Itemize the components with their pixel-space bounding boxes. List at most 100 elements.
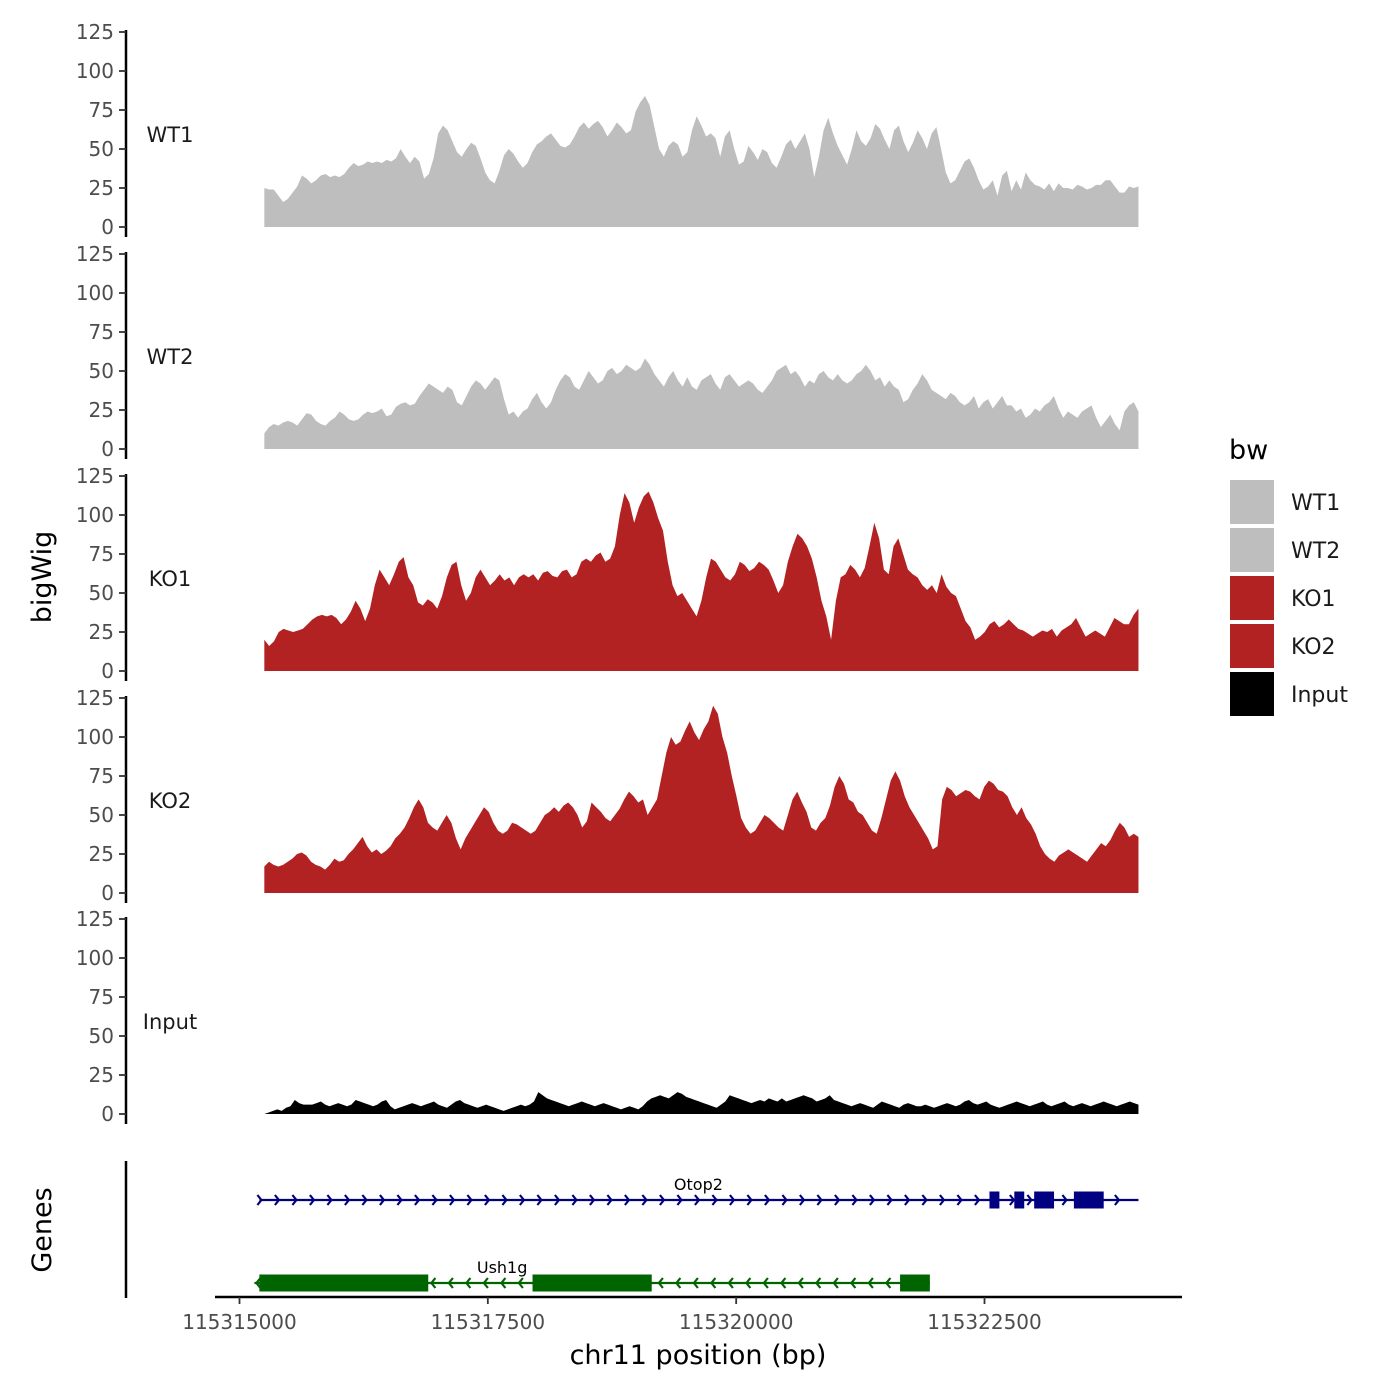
legend-swatch (1230, 624, 1274, 668)
strand-arrow (482, 1277, 489, 1289)
strand-arrow (344, 1194, 351, 1206)
strand-arrow (939, 1194, 946, 1206)
y-tick-label: 75 (89, 542, 114, 566)
exon (989, 1191, 1000, 1209)
y-tick-label: 100 (76, 503, 114, 527)
y-tick-label: 75 (89, 985, 114, 1009)
x-tick-label: 115317500 (431, 1310, 546, 1334)
y-axis-title: bigWig (27, 531, 58, 624)
strand-arrow (517, 1277, 524, 1289)
strand-arrow (624, 1194, 631, 1206)
gene-otop2: Otop2 (256, 1175, 1139, 1209)
exon (259, 1274, 429, 1292)
strand-arrow (921, 1194, 928, 1206)
strand-arrow (676, 1194, 683, 1206)
y-tick-label: 25 (89, 620, 114, 644)
y-tick-label: 25 (89, 176, 114, 200)
y-tick-label: 100 (76, 59, 114, 83)
strand-arrow (501, 1194, 508, 1206)
strand-arrow (744, 1277, 752, 1289)
y-tick-label: 125 (76, 20, 114, 44)
legend-item-ko2: KO2 (1230, 624, 1336, 668)
y-tick-label: 100 (76, 281, 114, 305)
strand-arrow (797, 1277, 804, 1289)
genes-axis-title: Genes (27, 1187, 58, 1272)
strand-arrow (711, 1194, 718, 1206)
strand-arrow (254, 1277, 262, 1289)
y-tick-label: 100 (76, 946, 114, 970)
strand-arrow (746, 1194, 753, 1206)
strand-arrow (641, 1194, 648, 1206)
y-tick-label: 0 (101, 215, 114, 239)
strand-arrow (466, 1194, 473, 1206)
y-tick-label: 50 (89, 1024, 114, 1048)
y-tick-label: 0 (101, 881, 114, 905)
y-tick-label: 75 (89, 764, 114, 788)
legend-label: KO1 (1291, 587, 1336, 612)
gene-ush1g: Ush1g (254, 1258, 930, 1292)
exon (1073, 1191, 1104, 1209)
strand-arrow (447, 1277, 454, 1289)
legend-swatch (1230, 672, 1274, 716)
legend-label: Input (1291, 683, 1348, 708)
track-label: KO2 (149, 789, 192, 813)
x-tick-label: 115320000 (679, 1310, 794, 1334)
exon (532, 1274, 652, 1292)
x-tick-label: 115315000 (182, 1310, 297, 1334)
y-tick-label: 0 (101, 1102, 114, 1126)
coverage-area-ko1 (264, 491, 1139, 671)
strand-arrow (814, 1277, 822, 1289)
y-tick-label: 125 (76, 464, 114, 488)
strand-arrow (674, 1277, 682, 1289)
strand-arrow (799, 1194, 806, 1206)
strand-arrow (464, 1277, 472, 1289)
track-label: Input (143, 1010, 197, 1034)
strand-arrow (519, 1194, 526, 1206)
y-tick-label: 25 (89, 1063, 114, 1087)
y-tick-label: 50 (89, 359, 114, 383)
legend-item-wt1: WT1 (1230, 480, 1340, 524)
y-tick-label: 100 (76, 725, 114, 749)
y-tick-label: 50 (89, 803, 114, 827)
legend-item-wt2: WT2 (1230, 528, 1340, 572)
track-label: KO1 (149, 567, 192, 591)
legend: bw WT1 WT2 KO1 KO2 Input (1229, 435, 1348, 716)
gene-name-label: Ush1g (477, 1258, 528, 1277)
strand-arrow (849, 1277, 857, 1289)
strand-arrow (781, 1194, 788, 1206)
coverage-area-wt2 (264, 358, 1139, 449)
legend-swatch (1230, 528, 1274, 572)
y-tick-label: 125 (76, 242, 114, 266)
strand-arrow (832, 1277, 839, 1289)
strand-arrow (867, 1277, 874, 1289)
strand-arrow (1061, 1194, 1068, 1206)
y-tick-label: 75 (89, 320, 114, 344)
y-tick-label: 125 (76, 907, 114, 931)
strand-arrow (764, 1194, 771, 1206)
exon (1014, 1191, 1025, 1209)
legend-title: bw (1229, 435, 1268, 466)
strand-arrow (606, 1194, 613, 1206)
gene-name-label: Otop2 (674, 1175, 723, 1194)
strand-arrow (431, 1194, 438, 1206)
strand-arrow (499, 1277, 507, 1289)
strand-arrow (762, 1277, 769, 1289)
legend-item-ko1: KO1 (1230, 576, 1336, 620)
strand-arrow (1009, 1194, 1016, 1206)
strand-arrow (851, 1194, 858, 1206)
y-tick-label: 50 (89, 137, 114, 161)
y-tick-label: 75 (89, 98, 114, 122)
legend-label: WT1 (1291, 491, 1340, 516)
strand-arrow (396, 1194, 403, 1206)
strand-arrow (1026, 1194, 1033, 1206)
strand-arrow (1114, 1194, 1121, 1206)
x-axis-title: chr11 position (bp) (570, 1340, 827, 1371)
strand-arrow (869, 1194, 876, 1206)
strand-arrow (484, 1194, 491, 1206)
strand-arrow (554, 1194, 561, 1206)
legend-item-input: Input (1230, 672, 1348, 716)
legend-label: WT2 (1291, 539, 1340, 564)
coverage-area-wt1 (264, 95, 1139, 228)
legend-swatch (1230, 480, 1274, 524)
strand-arrow (429, 1277, 437, 1289)
